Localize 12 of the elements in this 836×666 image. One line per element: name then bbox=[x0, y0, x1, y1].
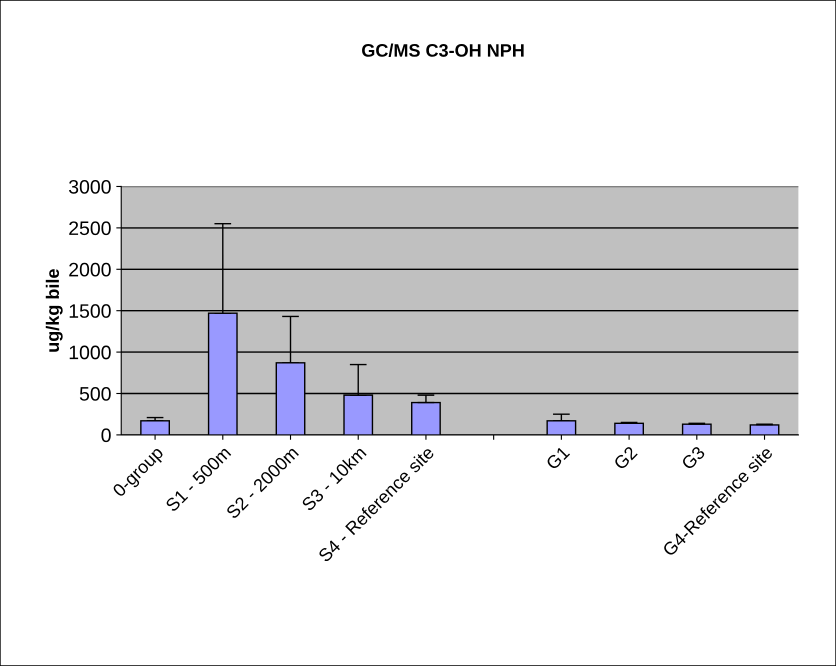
x-tick-label: G3 bbox=[680, 446, 706, 470]
chart-title: GC/MS C3-OH NPH bbox=[362, 44, 524, 57]
y-tick-label: 2000 bbox=[69, 262, 111, 277]
y-axis-title: ug/kg bile bbox=[46, 269, 63, 352]
y-tick-label: 1000 bbox=[70, 346, 111, 360]
y-tick-label: 3000 bbox=[68, 180, 111, 194]
y-tick-label: 1500 bbox=[70, 304, 111, 318]
x-tick-label: G1 bbox=[545, 446, 570, 470]
x-tick-label: G2 bbox=[613, 446, 638, 470]
y-tick-label: 500 bbox=[80, 386, 111, 401]
y-tick-label: 0 bbox=[101, 428, 111, 442]
y-tick-label: 2500 bbox=[69, 221, 111, 236]
